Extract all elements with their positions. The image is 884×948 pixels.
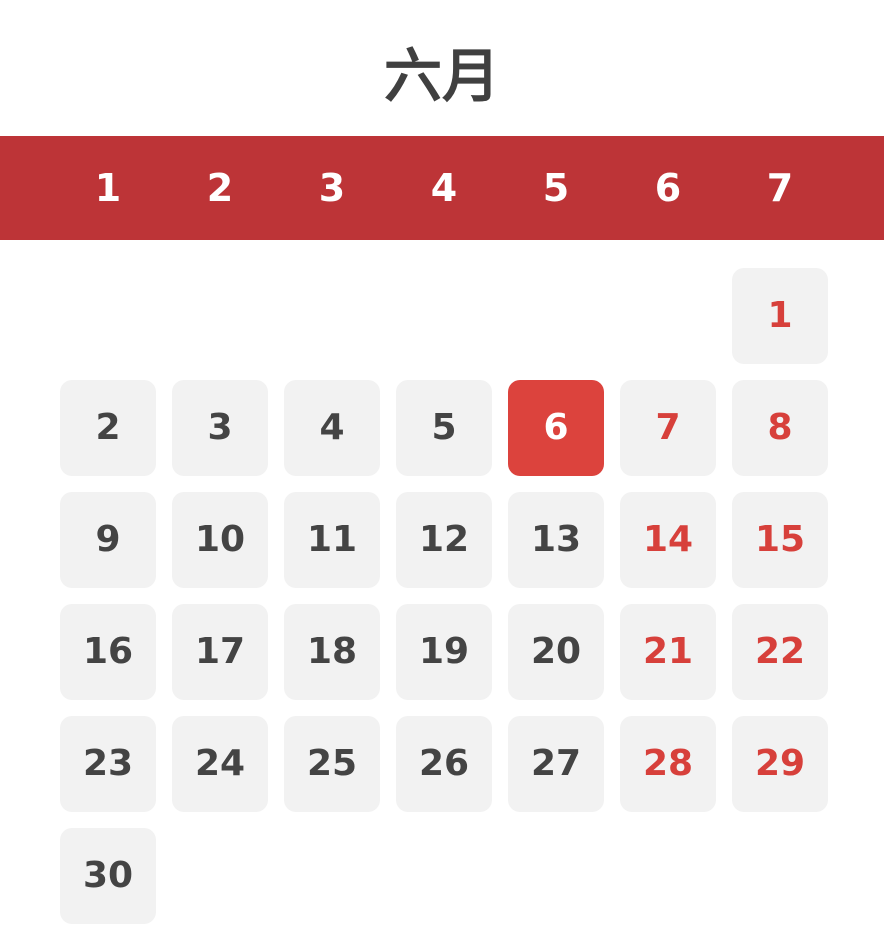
weekday-header: 7: [766, 166, 794, 210]
day-cell[interactable]: 5: [396, 380, 492, 476]
day-cell-today[interactable]: 6: [508, 380, 604, 476]
month-title: 六月: [383, 42, 500, 110]
weekday-header: 6: [654, 166, 682, 210]
day-cell[interactable]: 8: [732, 380, 828, 476]
day-cell[interactable]: 14: [620, 492, 716, 588]
day-cell[interactable]: 10: [172, 492, 268, 588]
day-cell[interactable]: 2: [60, 380, 156, 476]
day-cell[interactable]: 29: [732, 716, 828, 812]
day-cell[interactable]: 21: [620, 604, 716, 700]
day-cell[interactable]: 24: [172, 716, 268, 812]
day-cell[interactable]: 4: [284, 380, 380, 476]
day-cell[interactable]: 30: [60, 828, 156, 924]
day-cell[interactable]: 7: [620, 380, 716, 476]
day-cell[interactable]: 19: [396, 604, 492, 700]
day-cell[interactable]: 18: [284, 604, 380, 700]
day-cell[interactable]: 28: [620, 716, 716, 812]
day-cell[interactable]: 12: [396, 492, 492, 588]
day-cell[interactable]: 3: [172, 380, 268, 476]
day-cell[interactable]: 17: [172, 604, 268, 700]
day-cell[interactable]: 15: [732, 492, 828, 588]
day-cell[interactable]: 25: [284, 716, 380, 812]
day-cell[interactable]: 26: [396, 716, 492, 812]
day-cell[interactable]: 23: [60, 716, 156, 812]
weekday-header: 3: [318, 166, 346, 210]
day-cell[interactable]: 13: [508, 492, 604, 588]
day-cell[interactable]: 27: [508, 716, 604, 812]
day-cell[interactable]: 20: [508, 604, 604, 700]
day-cell[interactable]: 11: [284, 492, 380, 588]
weekday-header: 5: [542, 166, 570, 210]
weekday-header-bar: 1 2 3 4 5 6 7: [0, 136, 884, 240]
day-cell[interactable]: 1: [732, 268, 828, 364]
day-cell[interactable]: 16: [60, 604, 156, 700]
weekday-header: 4: [430, 166, 458, 210]
day-cell[interactable]: 9: [60, 492, 156, 588]
weekday-header: 2: [206, 166, 234, 210]
weekday-header: 1: [94, 166, 122, 210]
day-cell[interactable]: 22: [732, 604, 828, 700]
